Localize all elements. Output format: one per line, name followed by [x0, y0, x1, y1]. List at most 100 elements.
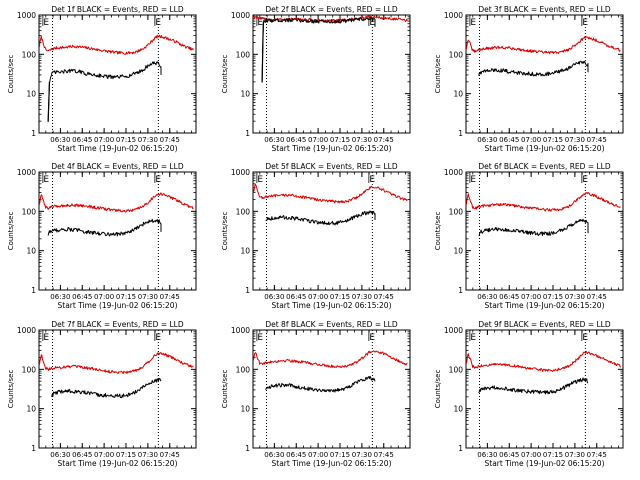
lld-series-line: [38, 352, 194, 374]
x-tick-label: 07:45: [160, 136, 180, 144]
x-tick-label: 07:30: [565, 293, 585, 301]
x-axis-label: Start Time (19-Jun-02 06:15:20): [272, 301, 392, 310]
x-tick-label: 06:45: [286, 293, 306, 301]
x-tick-label: 07:45: [160, 293, 180, 301]
x-tick-label: 07:45: [374, 293, 394, 301]
x-tick-label: 07:00: [308, 451, 328, 459]
events-series-line: [47, 218, 162, 237]
x-tick-label: 07:15: [330, 293, 350, 301]
events-series-line: [265, 210, 376, 226]
y-axis-label: Counts/sec: [7, 212, 15, 251]
plot-frame: [465, 171, 624, 291]
y-tick-label: 1000: [231, 168, 250, 177]
panel-det-5f: Det 5f BLACK = Events, RED = LLD 1 10 100 10…: [221, 162, 411, 310]
y-tick-label: 1000: [231, 326, 250, 335]
x-tick-label: 07:00: [308, 293, 328, 301]
events-start-spike: [47, 81, 51, 122]
x-tick-label: 07:15: [543, 451, 563, 459]
x-tick-label: 07:15: [330, 136, 350, 144]
x-tick-label: 06:30: [477, 451, 497, 459]
y-axis-label: Counts/sec: [221, 55, 229, 94]
y-tick-label: 10: [240, 405, 250, 414]
y-tick-label: 100: [236, 50, 251, 59]
y-axis-label: Counts/sec: [434, 212, 442, 251]
x-tick-label: 06:30: [50, 293, 70, 301]
x-tick-label: 07:00: [521, 293, 541, 301]
event-marker-label: E: [257, 175, 263, 185]
y-tick-label: 1: [458, 444, 463, 453]
event-marker-label: E: [155, 333, 161, 343]
panel-det-1f: Det 1f BLACK = Events, RED = LLD 1 10 100 10…: [7, 5, 197, 153]
panel-det-8f: Det 8f BLACK = Events, RED = LLD 1 10 100 10…: [221, 320, 411, 468]
lld-series-line: [38, 34, 194, 55]
x-tick-label: 07:00: [308, 136, 328, 144]
events-series-line: [47, 61, 162, 123]
x-tick-label: 06:45: [499, 293, 519, 301]
y-tick-label: 100: [449, 365, 464, 374]
lld-series-line: [252, 350, 408, 369]
plot-title: Det 6f BLACK = Events, RED = LLD: [478, 162, 611, 171]
x-axis-label: Start Time (19-Jun-02 06:15:20): [485, 301, 605, 310]
events-series-line: [261, 16, 376, 83]
plot-frame: [252, 14, 411, 134]
x-tick-label: 07:15: [330, 451, 350, 459]
y-tick-label: 1000: [17, 168, 36, 177]
y-tick-label: 1: [458, 286, 463, 295]
panel-det-4f: Det 4f BLACK = Events, RED = LLD 1 10 100 10…: [7, 162, 197, 310]
y-tick-label: 1: [458, 129, 463, 138]
lld-series-line: [252, 183, 408, 204]
x-axis-label: Start Time (19-Jun-02 06:15:20): [58, 459, 178, 468]
y-tick-label: 10: [26, 247, 36, 256]
x-tick-label: 07:00: [94, 293, 114, 301]
y-axis-label: Counts/sec: [434, 55, 442, 94]
y-axis-label: Counts/sec: [434, 370, 442, 409]
event-marker-label: E: [582, 175, 588, 185]
y-tick-label: 1000: [444, 11, 463, 20]
panel-det-2f: Det 2f BLACK = Events, RED = LLD 1 10 100 10…: [221, 5, 411, 153]
x-tick-label: 07:45: [374, 451, 394, 459]
lld-series-line: [38, 192, 194, 213]
x-axis-label: Start Time (19-Jun-02 06:15:20): [272, 144, 392, 153]
plot-frame: [252, 329, 411, 449]
events-series-line: [478, 60, 589, 77]
event-marker-label: E: [369, 175, 375, 185]
y-tick-label: 100: [22, 207, 37, 216]
lld-series-line: [465, 350, 621, 372]
x-tick-label: 06:30: [477, 136, 497, 144]
event-marker-label: E: [470, 175, 476, 185]
event-marker-label: E: [257, 18, 263, 28]
x-tick-label: 07:15: [543, 293, 563, 301]
y-tick-label: 100: [449, 207, 464, 216]
y-tick-label: 10: [453, 405, 463, 414]
event-marker-label: E: [43, 18, 49, 28]
x-tick-label: 06:45: [72, 451, 92, 459]
x-tick-label: 06:30: [264, 136, 284, 144]
y-tick-label: 100: [22, 50, 37, 59]
x-tick-label: 07:00: [521, 451, 541, 459]
event-marker-label: E: [43, 333, 49, 343]
panel-det-7f: Det 7f BLACK = Events, RED = LLD 1 10 100 10…: [7, 320, 197, 468]
x-tick-label: 07:15: [116, 293, 136, 301]
x-tick-label: 06:45: [286, 136, 306, 144]
x-tick-label: 06:45: [499, 451, 519, 459]
y-tick-label: 100: [236, 207, 251, 216]
y-tick-label: 10: [26, 90, 36, 99]
x-tick-label: 06:30: [477, 293, 497, 301]
y-tick-label: 1000: [17, 11, 36, 20]
event-marker-label: E: [369, 18, 375, 28]
y-tick-label: 100: [22, 365, 37, 374]
x-tick-label: 07:45: [587, 451, 607, 459]
y-tick-label: 100: [236, 365, 251, 374]
plot-frame: [465, 329, 624, 449]
events-series-line: [265, 375, 376, 393]
y-tick-label: 1000: [444, 326, 463, 335]
x-tick-label: 06:30: [50, 451, 70, 459]
x-tick-label: 06:45: [72, 136, 92, 144]
x-tick-label: 07:15: [116, 136, 136, 144]
plot-title: Det 8f BLACK = Events, RED = LLD: [265, 320, 398, 329]
event-marker-label: E: [470, 18, 476, 28]
y-tick-label: 1000: [17, 326, 36, 335]
y-tick-label: 10: [453, 247, 463, 256]
x-axis-label: Start Time (19-Jun-02 06:15:20): [272, 459, 392, 468]
